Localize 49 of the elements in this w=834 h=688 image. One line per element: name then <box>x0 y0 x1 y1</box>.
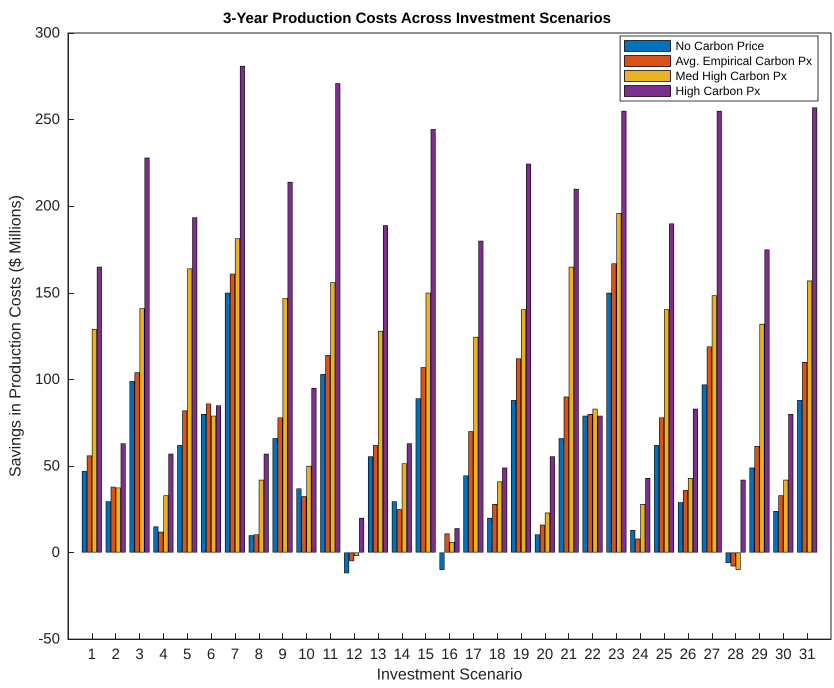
x-tick-label: 23 <box>608 646 625 664</box>
x-tick-label: 22 <box>584 646 601 664</box>
bar <box>440 552 444 570</box>
x-tick-label: 24 <box>632 646 649 664</box>
y-tick-label: 200 <box>34 198 60 215</box>
x-tick-label: 20 <box>536 646 554 664</box>
x-tick-label: 12 <box>346 646 362 664</box>
x-tick-label: 2 <box>112 646 120 664</box>
y-tick-label: 50 <box>43 457 60 474</box>
x-tick-label: 13 <box>370 646 386 664</box>
x-tick-label: 15 <box>417 646 434 664</box>
x-tick-label: 31 <box>798 646 816 664</box>
y-tick-label: 150 <box>34 284 60 302</box>
x-tick-label: 25 <box>656 646 672 664</box>
x-axis-title: Investment Scenario <box>376 666 523 684</box>
x-tick-label: 17 <box>465 646 482 664</box>
x-tick-label: 28 <box>727 646 744 664</box>
x-tick-label: 16 <box>441 646 458 664</box>
x-tick-label: 4 <box>159 646 168 664</box>
y-tick-label: 300 <box>34 24 60 42</box>
x-tick-label: 9 <box>278 646 287 664</box>
x-tick-label: 27 <box>703 646 720 664</box>
x-tick-label: 1 <box>88 646 96 664</box>
x-tick-label: 10 <box>298 646 315 664</box>
legend-label: High Carbon Px <box>676 84 760 98</box>
y-tick-label: 100 <box>34 370 60 388</box>
legend-label: Med High Carbon Px <box>676 69 787 83</box>
y-axis-title: Savings in Production Costs ($ Millions) <box>8 195 25 477</box>
x-tick-label: 26 <box>680 646 696 664</box>
y-tick-label: 250 <box>34 111 60 128</box>
x-tick-label: 3 <box>135 646 144 664</box>
legend-label: Avg. Empirical Carbon Px <box>676 54 812 68</box>
y-tick-label: 0 <box>52 544 60 562</box>
bar <box>359 518 364 553</box>
x-tick-label: 14 <box>393 646 410 664</box>
legend-label: No Carbon Price <box>676 39 765 53</box>
x-tick-label: 11 <box>322 646 338 664</box>
x-tick-label: 8 <box>254 646 263 664</box>
x-tick-label: 21 <box>560 646 578 664</box>
chart-title: 3-Year Production Costs Across Investment Scenarios <box>223 10 611 27</box>
x-tick-label: 19 <box>512 646 530 664</box>
x-tick-label: 30 <box>774 646 792 664</box>
x-tick-label: 6 <box>206 646 216 664</box>
bar <box>740 480 746 553</box>
x-tick-label: 7 <box>230 646 240 664</box>
x-tick-label: 5 <box>183 646 192 664</box>
y-tick-label: -50 <box>38 630 60 648</box>
x-tick-label: 29 <box>751 646 768 664</box>
x-tick-label: 18 <box>488 646 506 664</box>
